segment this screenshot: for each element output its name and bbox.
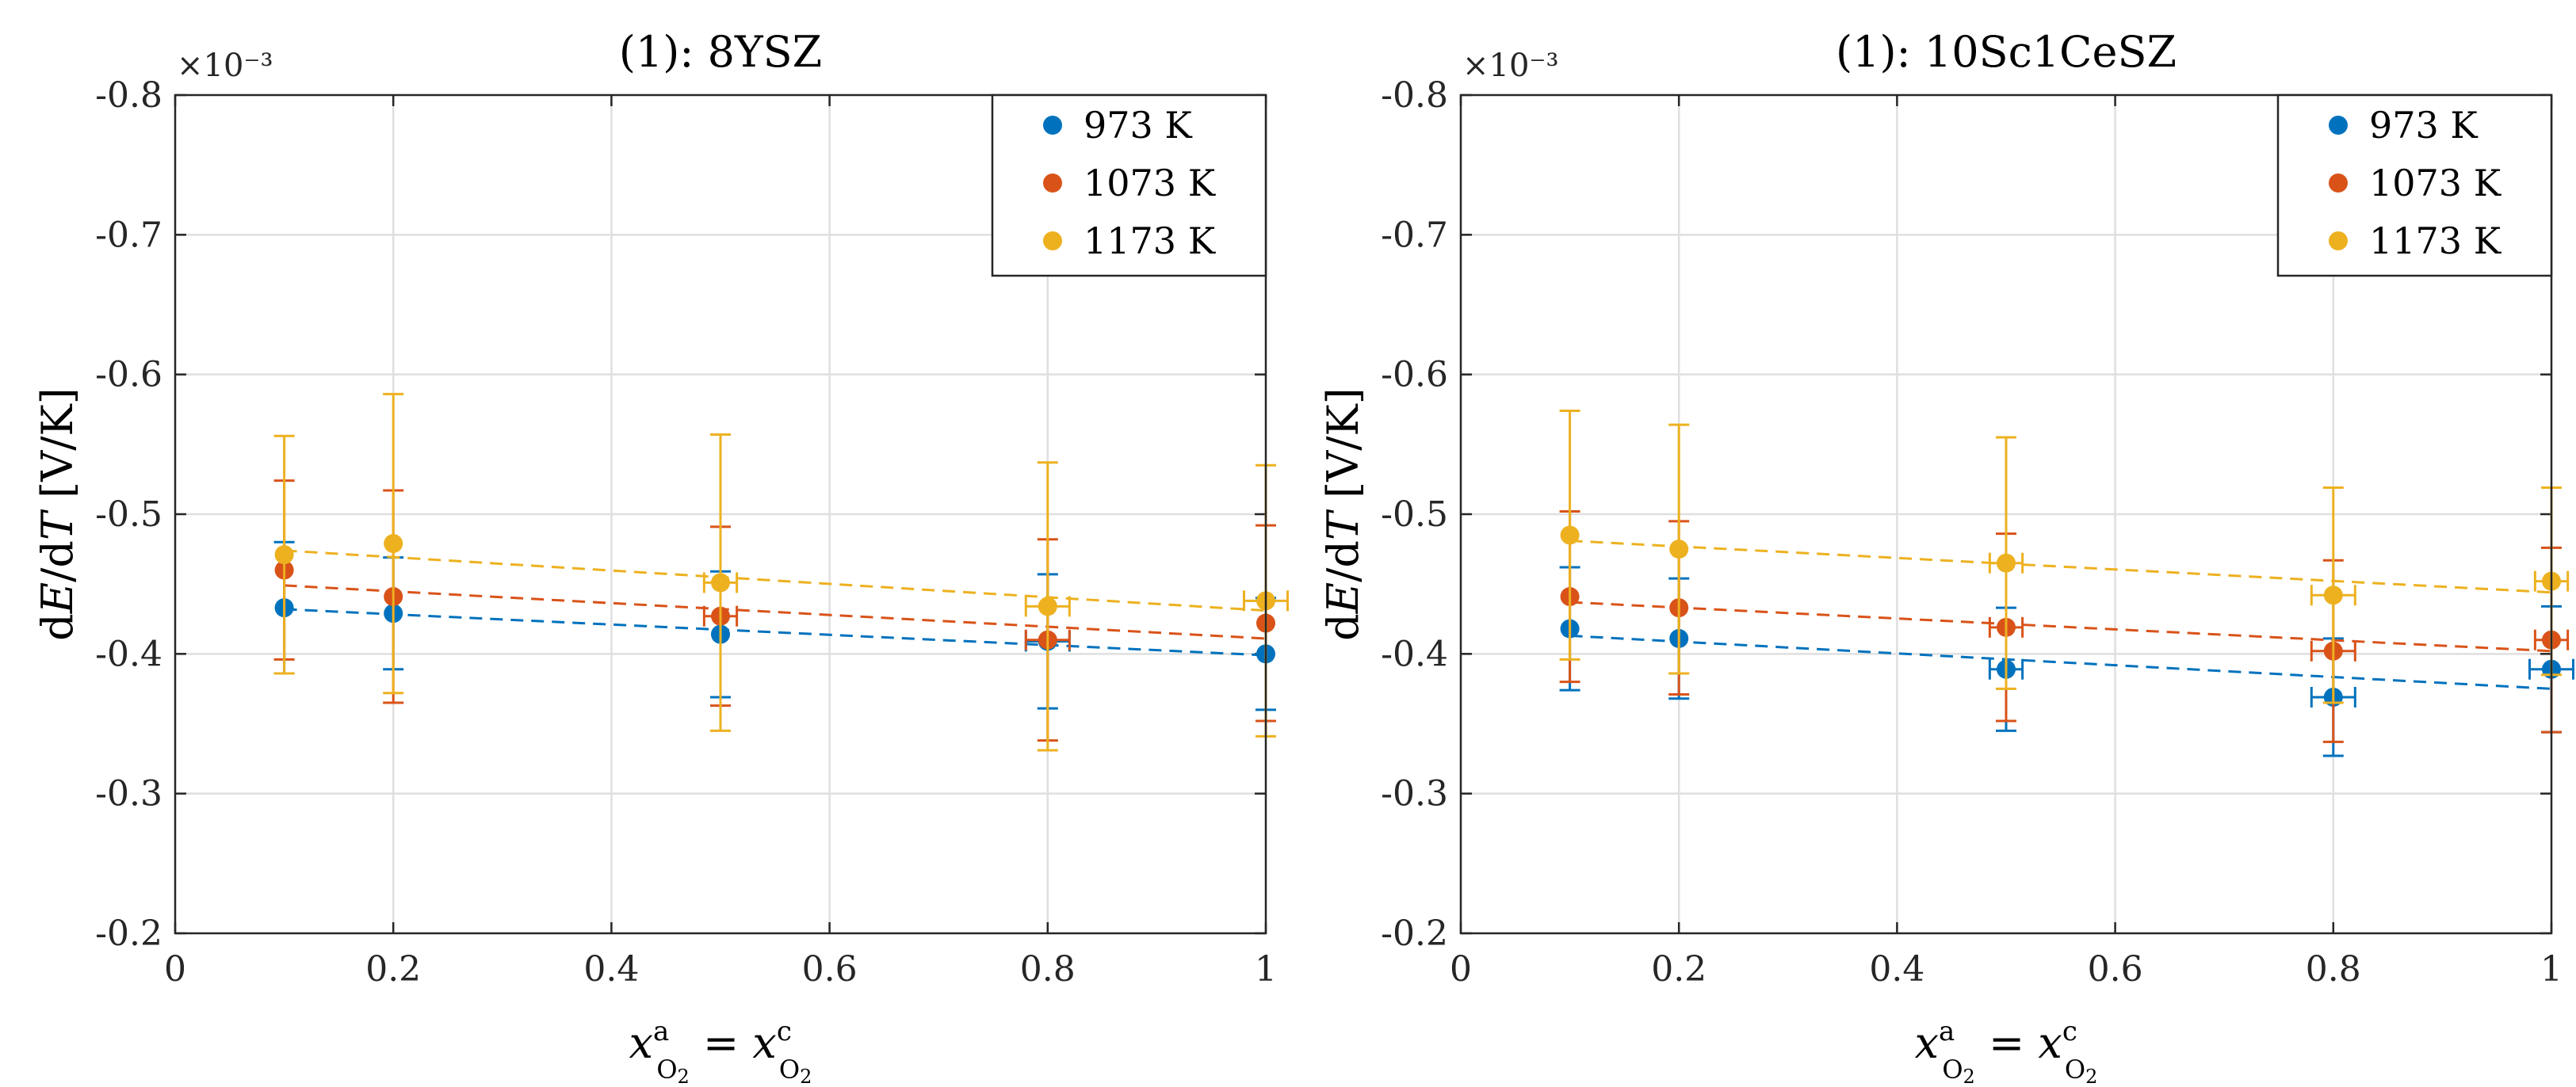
legend-marker xyxy=(1043,116,1062,135)
chart-panel-1: 0 0.2 0.4 0.6 0.8 1 -0.8 -0.7 -0.6 -0.5 -0.4 -0.3 -0… xyxy=(32,27,1290,1087)
y-tick-label: -0.8 xyxy=(95,75,162,116)
legend-marker xyxy=(1043,174,1062,193)
legend-box xyxy=(991,93,1267,277)
y-tick-label: -0.4 xyxy=(95,634,162,674)
y-tick-label: -0.8 xyxy=(1381,75,1448,116)
x-tick-label: 0 xyxy=(1450,949,1472,990)
legend-label: 1173 K xyxy=(2369,219,2502,262)
data-point xyxy=(711,573,730,593)
chart-title: (1): 10Sc1CeSZ xyxy=(1836,27,2177,77)
x-tick-label: 0.6 xyxy=(802,949,858,990)
legend-marker xyxy=(2329,174,2348,193)
data-point xyxy=(1997,553,2016,573)
x-tick-label: 0 xyxy=(164,949,186,990)
axes-box xyxy=(174,93,1267,935)
data-point xyxy=(2323,585,2343,605)
y-axis-label: dE/dT [V/K] xyxy=(1318,387,1368,641)
x-tick-label: 1 xyxy=(2540,949,2563,990)
data-point xyxy=(1669,540,1689,559)
legend-marker xyxy=(2329,116,2348,135)
legend-label: 1173 K xyxy=(1084,219,1217,262)
legend-box xyxy=(2276,93,2553,277)
y-axis-label: dE/dT [V/K] xyxy=(32,387,82,641)
data-point xyxy=(274,545,294,565)
legend: 973 K 1073 K 1173 K xyxy=(991,93,1267,277)
x-tick-label: 0.6 xyxy=(2088,949,2143,990)
y-multiplier: ×10⁻³ xyxy=(177,48,273,84)
y-tick-label: -0.2 xyxy=(1381,913,1448,954)
legend-marker xyxy=(2329,231,2348,250)
data-point xyxy=(1560,525,1580,545)
data-point xyxy=(1038,597,1057,616)
legend: 973 K 1073 K 1173 K xyxy=(2276,93,2553,277)
legend-label: 1073 K xyxy=(1084,162,1217,204)
y-tick-label: -0.3 xyxy=(1381,774,1448,814)
legend-label: 973 K xyxy=(2369,104,2479,147)
x-axis-label: xa O2 = xc O2 xyxy=(1915,1016,2098,1087)
y-tick-label: -0.5 xyxy=(1381,494,1448,535)
x-tick-label: 0.8 xyxy=(1020,949,1076,990)
y-tick-label: -0.6 xyxy=(1381,355,1448,395)
x-tick-label: 1 xyxy=(1255,949,1277,990)
chart-title: (1): 8YSZ xyxy=(619,27,822,77)
y-tick-label: -0.4 xyxy=(1381,634,1448,674)
legend-marker xyxy=(1043,231,1062,250)
axes-box xyxy=(1459,93,2553,935)
chart-panel-2: 0 0.2 0.4 0.6 0.8 1 -0.8 -0.7 -0.6 -0.5 -0.4 -0.3 -0… xyxy=(1318,27,2575,1087)
legend-label: 973 K xyxy=(1084,104,1193,147)
y-tick-label: -0.7 xyxy=(95,215,162,255)
x-tick-label: 0.2 xyxy=(365,949,421,990)
y-tick-label: -0.6 xyxy=(95,355,162,395)
legend-label: 1073 K xyxy=(2369,162,2502,204)
data-point xyxy=(384,534,403,554)
y-tick-label: -0.2 xyxy=(95,913,162,954)
y-tick-label: -0.5 xyxy=(95,494,162,535)
y-multiplier: ×10⁻³ xyxy=(1462,48,1559,84)
x-tick-label: 0.2 xyxy=(1651,949,1707,990)
x-tick-label: 0.4 xyxy=(1869,949,1924,990)
x-tick-label: 0.8 xyxy=(2306,949,2361,990)
y-tick-label: -0.7 xyxy=(1381,215,1448,255)
x-tick-label: 0.4 xyxy=(583,949,639,990)
y-tick-label: -0.3 xyxy=(95,774,162,814)
x-axis-label: xa O2 = xc O2 xyxy=(629,1016,812,1087)
